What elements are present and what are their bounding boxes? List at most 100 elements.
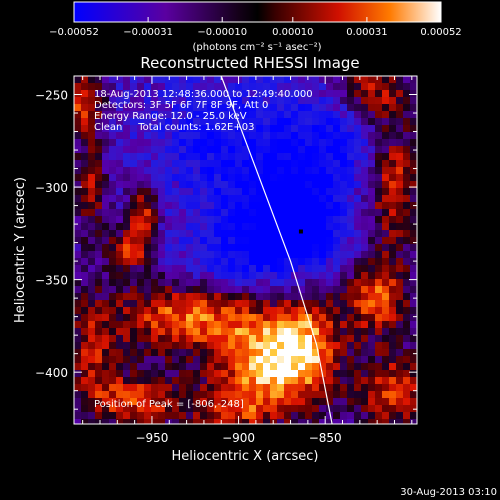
heatmap-cell (403, 377, 410, 384)
heatmap-cell (109, 356, 116, 363)
heatmap-cell (221, 125, 228, 132)
heatmap-cell (277, 216, 284, 223)
heatmap-cell (151, 286, 158, 293)
heatmap-cell (333, 293, 340, 300)
heatmap-cell (263, 132, 270, 139)
heatmap-cell (88, 335, 95, 342)
heatmap-cell (312, 244, 319, 251)
heatmap-cell (270, 167, 277, 174)
heatmap-cell (375, 111, 382, 118)
heatmap-cell (179, 419, 186, 424)
heatmap-cell (123, 314, 130, 321)
heatmap-cell (319, 335, 326, 342)
heatmap-cell (88, 202, 95, 209)
heatmap-cell (102, 132, 109, 139)
heatmap-cell (326, 321, 333, 328)
heatmap-cell (179, 223, 186, 230)
heatmap-cell (312, 223, 319, 230)
heatmap-cell (116, 335, 123, 342)
heatmap-cell (333, 76, 340, 83)
heatmap-cell (81, 356, 88, 363)
heatmap-cell (256, 104, 263, 111)
heatmap-cell (130, 237, 137, 244)
heatmap-cell (263, 118, 270, 125)
heatmap-cell (277, 293, 284, 300)
heatmap-cell (179, 349, 186, 356)
heatmap-cell (158, 153, 165, 160)
heatmap-cell (123, 321, 130, 328)
heatmap-cell (277, 272, 284, 279)
heatmap-cell (368, 300, 375, 307)
heatmap-cell (319, 153, 326, 160)
heatmap-cell (102, 83, 109, 90)
heatmap-cell (130, 167, 137, 174)
heatmap-cell (256, 265, 263, 272)
heatmap-cell (263, 293, 270, 300)
heatmap-cell (396, 272, 403, 279)
heatmap-cell (291, 384, 298, 391)
heatmap-cell (144, 209, 151, 216)
heatmap-cell (193, 90, 200, 97)
heatmap-cell (116, 328, 123, 335)
heatmap-cell (396, 412, 403, 419)
heatmap-cell (123, 307, 130, 314)
heatmap-cell (235, 139, 242, 146)
heatmap-cell (249, 251, 256, 258)
heatmap-cell (319, 216, 326, 223)
heatmap-cell (207, 244, 214, 251)
heatmap-cell (109, 90, 116, 97)
heatmap-cell (214, 83, 221, 90)
heatmap-cell (291, 328, 298, 335)
heatmap-cell (88, 209, 95, 216)
colorbar-ticks (73, 17, 442, 22)
heatmap-cell (319, 265, 326, 272)
heatmap-cell (361, 160, 368, 167)
heatmap-cell (242, 363, 249, 370)
heatmap-cell (277, 314, 284, 321)
heatmap-cell (214, 398, 221, 405)
heatmap-cell (312, 188, 319, 195)
heatmap-cell (179, 279, 186, 286)
heatmap-cell (144, 363, 151, 370)
heatmap-cell (179, 293, 186, 300)
heatmap-cell (333, 132, 340, 139)
heatmap-cell (263, 146, 270, 153)
heatmap-cell (284, 412, 291, 419)
heatmap-cell (81, 384, 88, 391)
heatmap-cell (221, 202, 228, 209)
heatmap-cell (410, 293, 417, 300)
heatmap-cell (235, 83, 242, 90)
heatmap-cell (284, 132, 291, 139)
heatmap-cell (137, 258, 144, 265)
heatmap-cell (389, 377, 396, 384)
heatmap-cell (235, 272, 242, 279)
heatmap-cell (312, 265, 319, 272)
heatmap-cell (368, 146, 375, 153)
heatmap-cell (109, 181, 116, 188)
heatmap-cell (102, 363, 109, 370)
heatmap-cell (172, 118, 179, 125)
heatmap-cell (298, 244, 305, 251)
heatmap-cell (151, 391, 158, 398)
heatmap-cell (144, 384, 151, 391)
heatmap-cell (242, 83, 249, 90)
heatmap-cell (207, 279, 214, 286)
heatmap-cell (354, 405, 361, 412)
heatmap-cell (368, 419, 375, 424)
heatmap-cell (249, 363, 256, 370)
heatmap-cell (354, 202, 361, 209)
heatmap-cell (81, 237, 88, 244)
heatmap-cell (137, 398, 144, 405)
heatmap-cell (214, 195, 221, 202)
heatmap-cell (375, 412, 382, 419)
heatmap-cell (291, 370, 298, 377)
heatmap-cell (403, 391, 410, 398)
heatmap-cell (102, 321, 109, 328)
heatmap-cell (200, 111, 207, 118)
heatmap-cell (263, 237, 270, 244)
heatmap-cell (123, 293, 130, 300)
heatmap-cell (95, 272, 102, 279)
heatmap-cell (263, 244, 270, 251)
heatmap-cell (312, 132, 319, 139)
